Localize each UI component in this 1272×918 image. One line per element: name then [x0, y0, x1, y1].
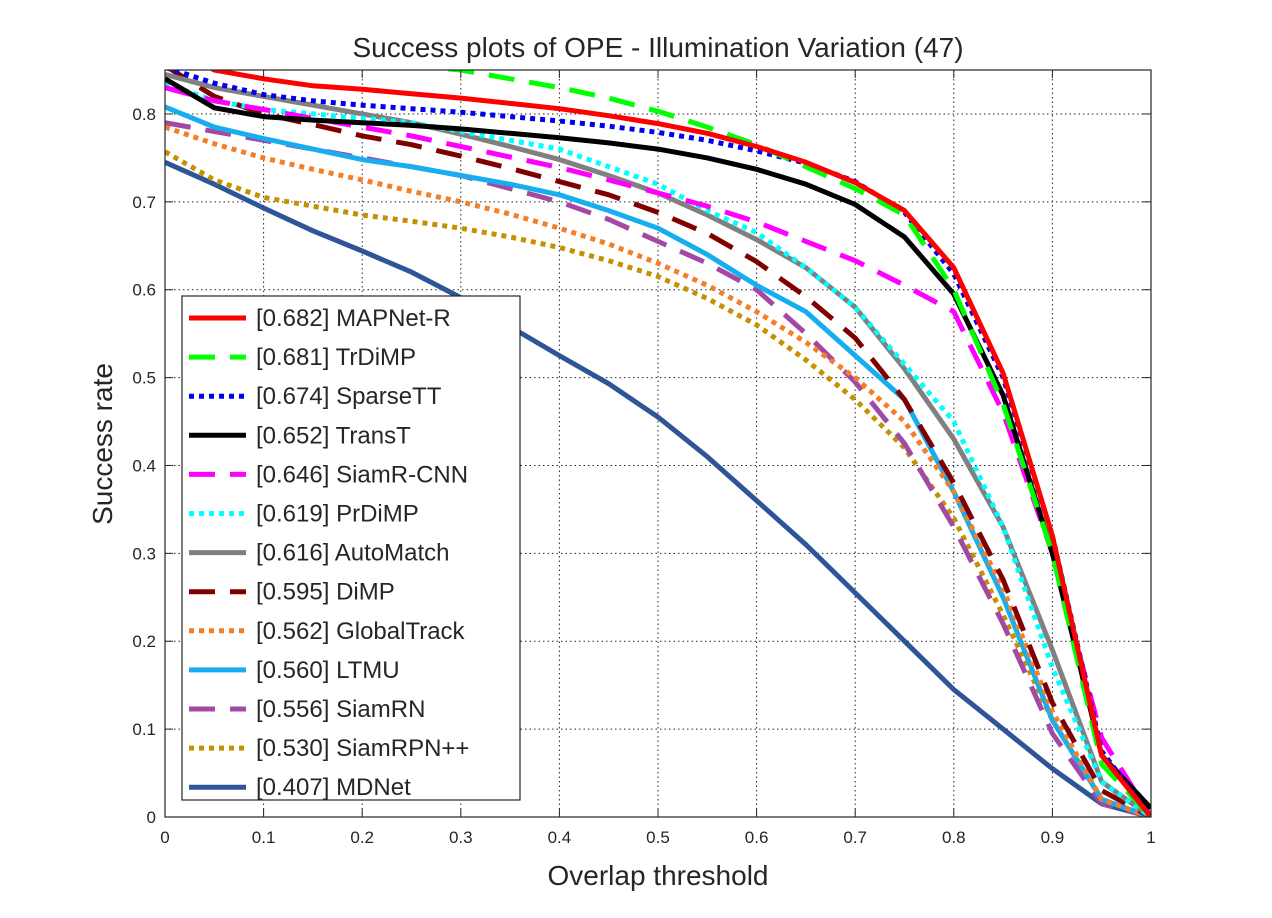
x-tick-label: 0.3 — [449, 828, 473, 847]
x-tick-label: 0.1 — [252, 828, 276, 847]
y-tick-label: 0.6 — [132, 281, 156, 300]
y-axis-label: Success rate — [87, 363, 118, 525]
y-tick-label: 0.8 — [132, 105, 156, 124]
y-tick-label: 0 — [147, 808, 156, 827]
x-axis-label: Overlap threshold — [547, 860, 768, 891]
series-line-mdnet — [165, 160, 1151, 817]
series-line-transt — [165, 76, 1151, 810]
legend-label-automatch: [0.616] AutoMatch — [256, 540, 449, 567]
y-tick-label: 0.4 — [132, 456, 156, 475]
series-line-mapnet-r — [209, 70, 1151, 817]
x-tick-label: 0.6 — [745, 828, 769, 847]
legend: [0.682] MAPNet-R [0.681] TrDiMP [0.674] Sp… — [181, 295, 521, 801]
x-tick-label: 0.7 — [843, 828, 867, 847]
series-line-trdimp — [432, 70, 1151, 817]
legend-label-sparsett: [0.674] SparseTT — [256, 383, 442, 410]
series-line-globaltrack — [165, 124, 1151, 817]
legend-label-trdimp: [0.681] TrDiMP — [256, 344, 416, 371]
y-tick-label: 0.5 — [132, 369, 156, 388]
x-tick-label: 0.4 — [548, 828, 572, 847]
y-tick-label: 0.1 — [132, 720, 156, 739]
legend-box — [181, 295, 521, 801]
x-tick-label: 0.5 — [646, 828, 670, 847]
legend-label-siamrn: [0.556] SiamRN — [256, 696, 425, 723]
series-line-dimp — [167, 70, 1151, 817]
legend-label-ltmu: [0.560] LTMU — [256, 657, 400, 684]
legend-label-siamr-cnn: [0.646] SiamR-CNN — [256, 461, 468, 488]
x-tick-label: 0 — [160, 828, 169, 847]
y-axis-ticks: 0 0.1 0.2 0.3 0.4 0.5 0.6 0.7 0.8 — [132, 105, 1151, 827]
y-tick-label: 0.3 — [132, 544, 156, 563]
series-line-ltmu — [165, 104, 1151, 817]
series-line-siamrpn- — [165, 149, 1151, 817]
y-tick-label: 0.7 — [132, 193, 156, 212]
x-tick-label: 0.9 — [1041, 828, 1065, 847]
x-axis-ticks: 0 0.1 0.2 0.3 0.4 0.5 0.6 0.7 0.8 0.9 1 — [160, 70, 1156, 847]
legend-label-mdnet: [0.407] MDNet — [256, 774, 411, 801]
legend-label-transt: [0.652] TransT — [256, 422, 411, 449]
x-tick-label: 0.8 — [942, 828, 966, 847]
legend-label-globaltrack: [0.562] GlobalTrack — [256, 618, 466, 645]
series-lines — [165, 70, 1151, 817]
y-tick-label: 0.2 — [132, 632, 156, 651]
x-tick-label: 0.2 — [350, 828, 374, 847]
legend-label-dimp: [0.595] DiMP — [256, 579, 395, 606]
legend-label-siamrpn-: [0.530] SiamRPN++ — [256, 735, 469, 762]
x-tick-label: 1 — [1146, 828, 1155, 847]
chart-title: Success plots of OPE - Illumination Vari… — [352, 32, 963, 63]
legend-label-mapnet-r: [0.682] MAPNet-R — [256, 305, 451, 332]
legend-label-prdimp: [0.619] PrDiMP — [256, 501, 419, 528]
